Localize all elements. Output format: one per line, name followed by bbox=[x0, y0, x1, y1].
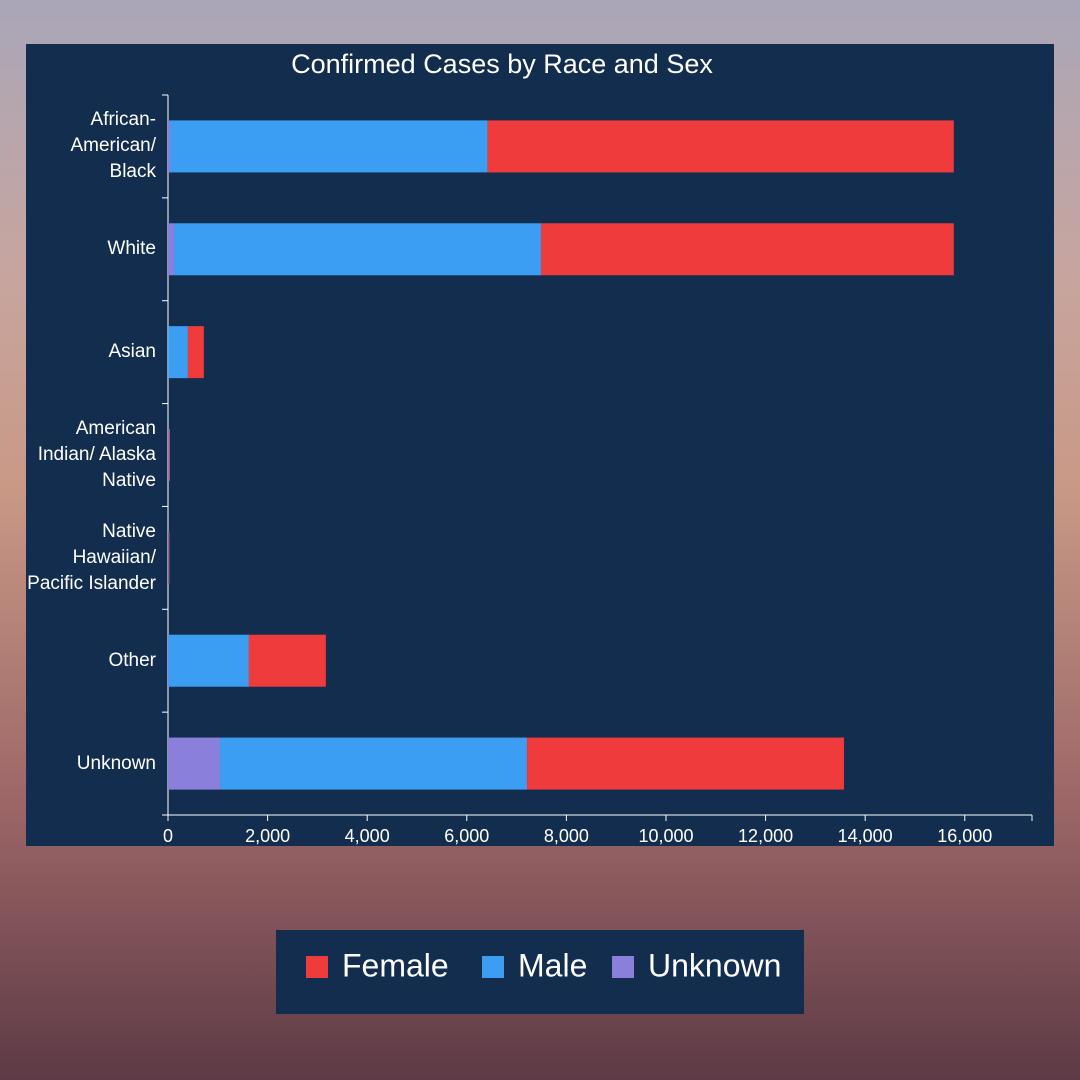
y-tick-label: Unknown bbox=[76, 752, 156, 774]
y-tick-label: Native Hawaiian/ Pacific Islander bbox=[27, 520, 156, 594]
bar bbox=[220, 737, 528, 790]
y-tick-label: White bbox=[107, 238, 156, 260]
legend-swatch bbox=[612, 956, 634, 978]
legend-panel bbox=[276, 930, 804, 1014]
y-tick-label: Other bbox=[108, 649, 156, 671]
x-tick-label: 0 bbox=[163, 826, 173, 846]
bar bbox=[540, 223, 954, 276]
chart-panel bbox=[26, 44, 1054, 846]
x-tick-label: 12,000 bbox=[738, 826, 793, 846]
bar bbox=[168, 120, 170, 173]
x-tick-label: 14,000 bbox=[838, 826, 893, 846]
legend-label: Female bbox=[342, 947, 449, 983]
y-tick-label: Asian bbox=[108, 341, 156, 363]
bar bbox=[169, 120, 488, 173]
bar bbox=[168, 634, 249, 687]
x-tick-label: 16,000 bbox=[937, 826, 992, 846]
legend-swatch bbox=[306, 956, 328, 978]
x-tick-label: 4,000 bbox=[345, 826, 390, 846]
bar bbox=[168, 223, 174, 276]
bar bbox=[527, 737, 845, 790]
x-tick-label: 6,000 bbox=[444, 826, 489, 846]
bar bbox=[187, 326, 204, 379]
bar bbox=[173, 223, 541, 276]
bar bbox=[248, 634, 326, 687]
legend-swatch bbox=[482, 956, 504, 978]
y-tick-label: African-American/ Black bbox=[70, 109, 156, 183]
bar bbox=[168, 531, 170, 584]
bar bbox=[168, 429, 170, 481]
x-tick-label: 2,000 bbox=[245, 826, 290, 846]
legend-label: Unknown bbox=[648, 947, 781, 983]
bar bbox=[168, 429, 169, 481]
bar bbox=[168, 531, 169, 584]
legend-label: Male bbox=[518, 947, 587, 983]
bar bbox=[168, 326, 188, 379]
bar bbox=[168, 737, 221, 790]
bar bbox=[487, 120, 954, 173]
chart-title: Confirmed Cases by Race and Sex bbox=[291, 49, 713, 79]
x-tick-label: 10,000 bbox=[638, 826, 693, 846]
x-tick-label: 8,000 bbox=[544, 826, 589, 846]
y-tick-label: American Indian/ Alaska Native bbox=[37, 418, 156, 491]
